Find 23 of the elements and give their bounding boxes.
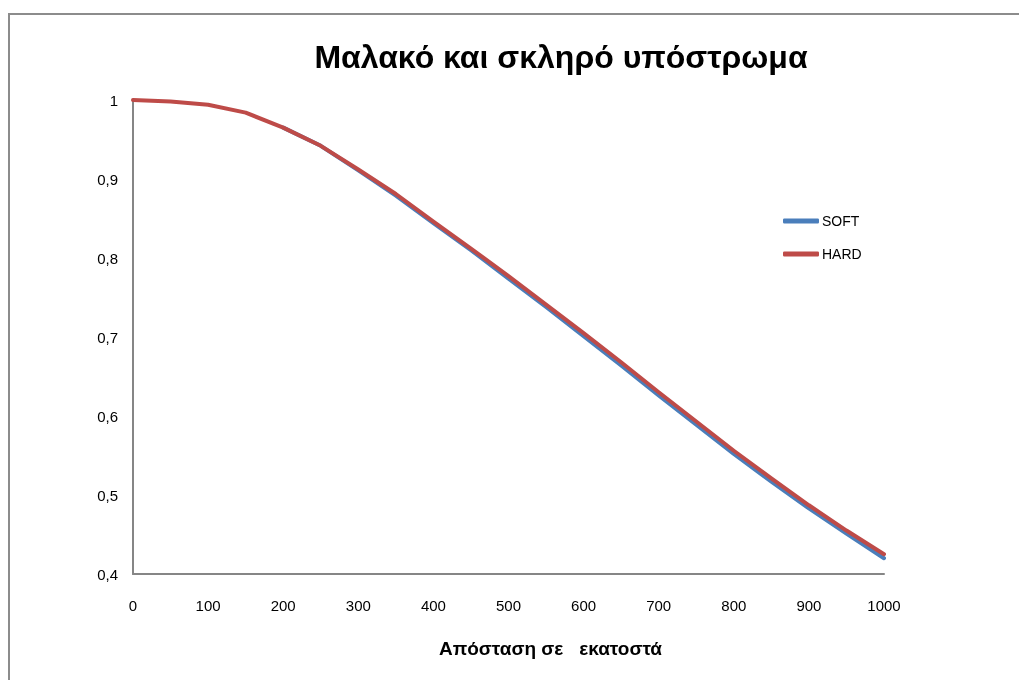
x-tick-label: 800: [721, 597, 747, 614]
legend-label: SOFT: [822, 213, 860, 229]
legend-label: HARD: [822, 246, 862, 262]
y-tick-label: 0,6: [97, 407, 118, 425]
x-tick-label: 100: [195, 597, 221, 614]
chart-title: Μαλακό και σκληρό υπόστρωμα: [314, 39, 808, 75]
x-tick-label: 1000: [867, 597, 901, 614]
x-tick-label: 400: [420, 597, 446, 614]
y-tick-label: 0,8: [97, 249, 118, 267]
y-tick-label: 0,9: [97, 170, 118, 188]
y-tick-label: 0,7: [97, 328, 118, 346]
x-tick-label: 300: [345, 597, 371, 614]
y-tick-label: 1: [109, 91, 118, 109]
line-series: [131, 98, 886, 557]
x-tick-label: 900: [796, 597, 822, 614]
x-tick-label: 200: [270, 597, 296, 614]
x-tick-label: 600: [571, 597, 597, 614]
x-tick-label: 0: [128, 597, 138, 614]
y-tick-label: 0,5: [97, 486, 118, 504]
x-tick-label: 500: [495, 597, 522, 614]
y-tick-label: 0,4: [97, 565, 118, 583]
x-tick-label: 700: [646, 597, 672, 614]
x-axis-title: Απόσταση σε εκατοστά: [438, 638, 663, 659]
